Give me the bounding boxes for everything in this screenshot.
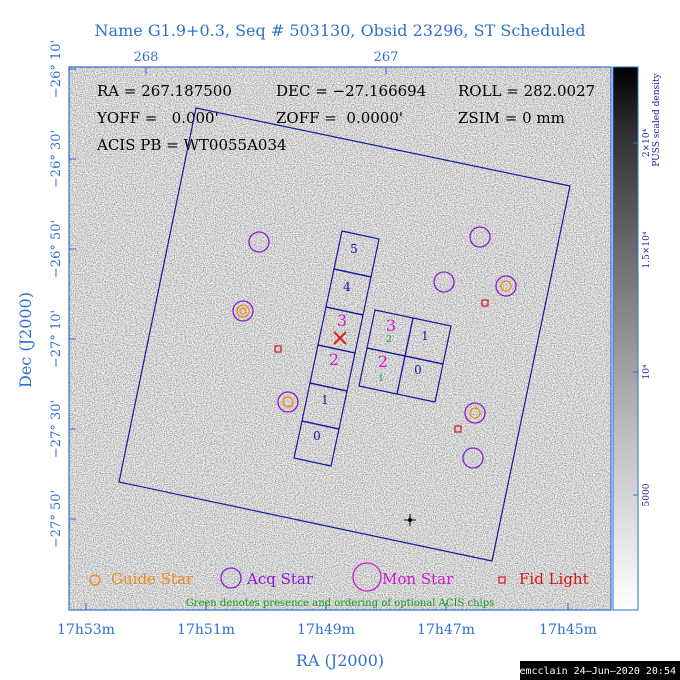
mon-star-legend-icon [352, 562, 382, 592]
zoff-value: ZOFF = 0.0000' [276, 109, 403, 127]
acq-star-legend-icon [220, 567, 242, 589]
guide-star [236, 304, 250, 318]
acq-star [462, 447, 484, 469]
bottom-tick-label: 17h47m [417, 622, 475, 638]
left-axis: −26° 10' −26° 30' −26° 50' −27° 10' −27°… [16, 40, 76, 548]
left-tick-label: −27° 30' [49, 400, 64, 458]
plot-title: Name G1.9+0.3, Seq # 503130, Obsid 23296… [95, 21, 586, 40]
colorbar-gradient [613, 67, 638, 610]
x-axis-label: RA (J2000) [296, 651, 384, 670]
guide-star [469, 407, 481, 419]
optional-chip-order: 1 [378, 374, 384, 384]
colorbar-tick-label: 2×10⁴ [642, 128, 652, 157]
acq-star [464, 402, 486, 424]
chip-label: 3 [337, 311, 347, 330]
acq-star [232, 300, 254, 322]
bright-star [404, 514, 416, 526]
acis-s-chips: 3 1 2 0 2 1 [358, 309, 452, 403]
acq-star [433, 271, 455, 293]
acq-star [248, 231, 270, 253]
bottom-tick-label: 17h49m [297, 622, 355, 638]
chip-label: 4 [343, 280, 351, 294]
chip-label: 0 [414, 363, 422, 377]
target-marker [333, 331, 347, 345]
footer-stamp: emcclain 24–Jun–2020 20:54 [519, 666, 676, 677]
acis-i-chips: 5 4 3 2 1 0 [293, 230, 380, 467]
dec-value: DEC = −27.166694 [276, 82, 426, 100]
bottom-tick-label: 17h51m [177, 622, 235, 638]
fid-light [481, 299, 489, 307]
colorbar-tick-label: 10⁴ [642, 364, 652, 379]
acq-star [277, 391, 299, 413]
acq-star [495, 275, 517, 297]
field-boundary [118, 107, 571, 562]
guide-star [282, 396, 294, 408]
bottom-axis: 17h53m 17h51m 17h49m 17h47m 17h45m RA (J… [57, 603, 597, 670]
legend-fid-label: Fid Light [519, 570, 589, 588]
left-tick-label: −26° 30' [49, 130, 64, 188]
optional-chip-note: Green denotes presence and ordering of o… [186, 598, 495, 609]
left-tick-label: −27° 50' [49, 490, 64, 548]
chip-label: 5 [350, 242, 358, 256]
optional-chip-order: 2 [386, 335, 392, 345]
chip-label: 2 [329, 350, 339, 369]
left-tick-label: −26° 10' [49, 40, 64, 98]
acis-pb-value: ACIS PB = WT0055A034 [96, 136, 287, 154]
footer-bar [520, 661, 680, 680]
legend: Guide Star Acq Star Mon Star Fid Light G… [89, 562, 589, 609]
roll-value: ROLL = 282.0027 [458, 82, 595, 100]
left-tick-label: −26° 50' [49, 220, 64, 278]
colorbar-tick-label: 5000 [642, 483, 652, 506]
yoff-value: YOFF = 0.000' [96, 109, 219, 127]
acq-stars [232, 226, 517, 469]
y-axis-label: Dec (J2000) [16, 292, 35, 388]
guide-star-legend-icon [89, 574, 101, 586]
zsim-value: ZSIM = 0 mm [458, 109, 565, 127]
colorbar-frame [612, 66, 639, 611]
chip-label: 0 [313, 429, 321, 443]
chip-label: 3 [386, 316, 396, 335]
legend-acq-label: Acq Star [246, 570, 314, 588]
chip-label: 2 [378, 352, 388, 371]
colorbar-label: PUSS scaled density [652, 72, 662, 166]
fid-light [274, 345, 282, 353]
ra-value: RA = 267.187500 [97, 82, 232, 100]
legend-mon-label: Mon Star [382, 570, 454, 588]
guide-star [500, 280, 512, 292]
acq-star [469, 226, 491, 248]
bottom-tick-label: 17h45m [539, 622, 597, 638]
top-axis: 268 267 [134, 50, 399, 74]
guide-stars [236, 280, 512, 419]
chip-label: 1 [321, 393, 329, 407]
colorbar: 2×10⁴ 1.5×10⁴ 10⁴ 5000 PUSS scaled densi… [612, 66, 662, 611]
left-tick-label: −27° 10' [49, 310, 64, 368]
top-tick-label: 268 [134, 50, 159, 65]
fid-lights [274, 299, 489, 433]
legend-guide-label: Guide Star [111, 570, 194, 588]
fid-light-legend-icon [498, 576, 506, 584]
top-tick-label: 267 [374, 50, 399, 65]
colorbar-tick-label: 1.5×10⁴ [642, 231, 652, 268]
chip-label: 1 [421, 329, 429, 343]
acis-chip [396, 355, 444, 403]
bottom-tick-label: 17h53m [57, 622, 115, 638]
fid-light [454, 425, 462, 433]
acis-chip [293, 420, 340, 467]
pointing-panel: RA = 267.187500 DEC = −27.166694 ROLL = … [96, 82, 595, 154]
guide-star [239, 307, 247, 315]
